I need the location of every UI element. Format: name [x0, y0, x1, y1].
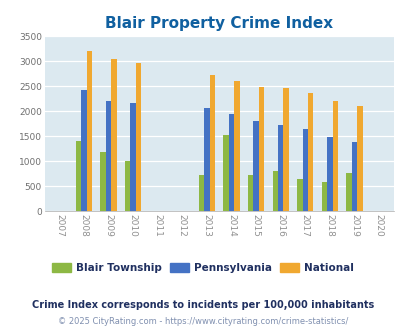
Bar [100, 152, 106, 211]
Bar [125, 161, 130, 211]
Bar [332, 101, 337, 211]
Bar [321, 182, 326, 211]
Bar [326, 137, 332, 211]
Bar [272, 171, 277, 211]
Text: © 2025 CityRating.com - https://www.cityrating.com/crime-statistics/: © 2025 CityRating.com - https://www.city… [58, 317, 347, 326]
Bar [277, 125, 283, 211]
Text: Crime Index corresponds to incidents per 100,000 inhabitants: Crime Index corresponds to incidents per… [32, 300, 373, 310]
Bar [76, 141, 81, 211]
Bar [228, 114, 234, 211]
Bar [111, 59, 116, 211]
Bar [81, 90, 87, 211]
Bar [87, 51, 92, 211]
Legend: Blair Township, Pennsylvania, National: Blair Township, Pennsylvania, National [47, 259, 358, 277]
Bar [253, 121, 258, 211]
Bar [296, 179, 302, 211]
Bar [209, 75, 215, 211]
Bar [204, 108, 209, 211]
Bar [130, 103, 136, 211]
Bar [223, 135, 228, 211]
Bar [351, 142, 356, 211]
Bar [198, 175, 204, 211]
Bar [302, 129, 307, 211]
Bar [106, 101, 111, 211]
Bar [258, 87, 264, 211]
Bar [136, 63, 141, 211]
Bar [234, 81, 239, 211]
Bar [307, 93, 313, 211]
Bar [356, 106, 362, 211]
Bar [345, 173, 351, 211]
Title: Blair Property Crime Index: Blair Property Crime Index [105, 16, 333, 31]
Bar [247, 175, 253, 211]
Bar [283, 88, 288, 211]
